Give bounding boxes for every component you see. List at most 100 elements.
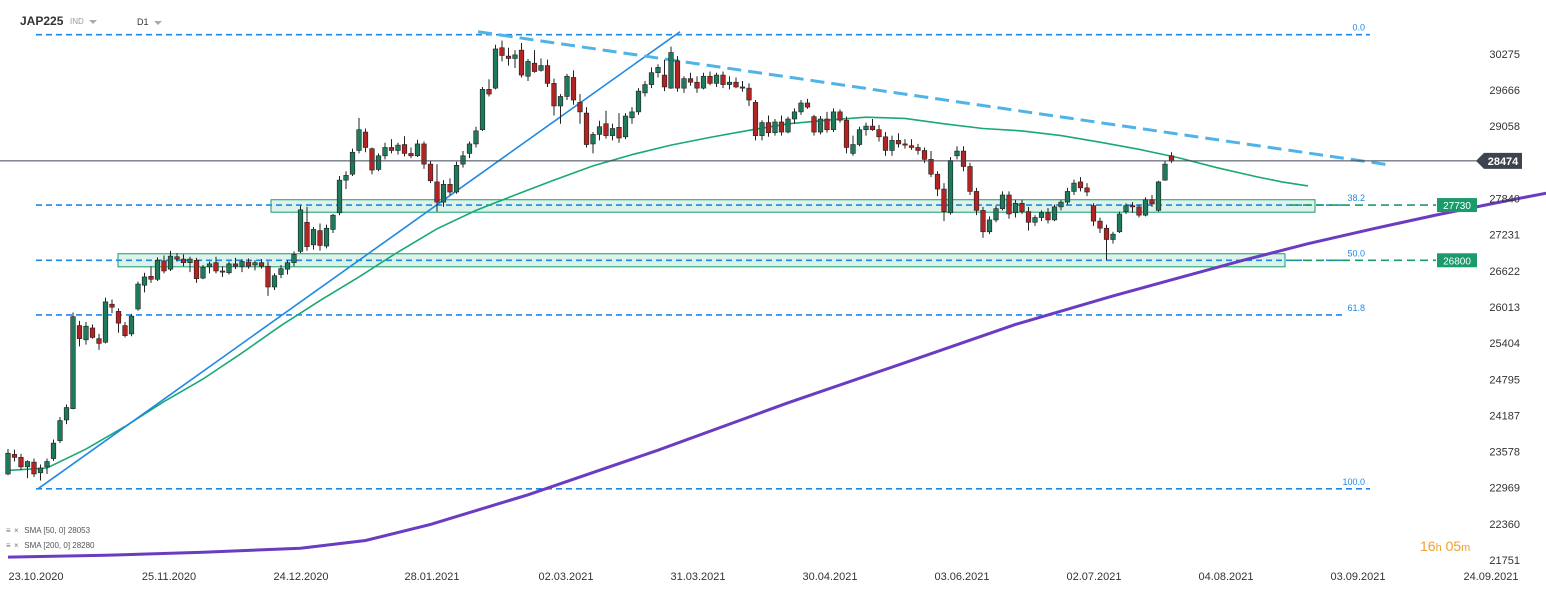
- candle-body: [50, 442, 57, 459]
- candle-body: [1071, 182, 1077, 192]
- candle-body: [661, 74, 668, 88]
- timer-minutes: 05: [1445, 538, 1462, 554]
- candle-body: [622, 115, 629, 138]
- x-tick-label: 03.09.2021: [1330, 571, 1385, 583]
- y-tick-label: 25404: [1489, 338, 1520, 350]
- candle-body: [174, 256, 180, 260]
- candle-body: [739, 86, 746, 89]
- candle-body: [713, 74, 720, 84]
- candle-body: [674, 60, 681, 89]
- close-icon[interactable]: ×: [14, 541, 19, 550]
- candle-body: [408, 153, 414, 157]
- candle-body: [63, 407, 70, 421]
- candle-body: [362, 131, 369, 148]
- y-tick-label: 26013: [1489, 302, 1520, 314]
- candle-body: [941, 188, 947, 212]
- symbol-label: JAP225: [20, 14, 64, 28]
- support-price-label: 26800: [1443, 256, 1471, 267]
- candle-body: [908, 145, 915, 148]
- x-tick-label: 23.10.2020: [8, 571, 63, 583]
- candle-body: [668, 52, 674, 89]
- candle-body: [395, 144, 401, 151]
- legend-label: SMA [200, 0] 28280: [24, 541, 95, 550]
- candle-body: [1058, 201, 1064, 208]
- symbol-selector[interactable]: JAP225: [20, 14, 63, 28]
- x-tick-label: 30.04.2021: [802, 571, 857, 583]
- candle-body: [551, 83, 557, 107]
- candle-body: [1123, 205, 1129, 212]
- candle-body: [596, 126, 603, 135]
- candle-body: [109, 303, 115, 308]
- y-tick-label: 22969: [1489, 483, 1520, 495]
- candle-body: [837, 111, 843, 121]
- candle-body: [772, 121, 778, 133]
- candle-body: [219, 270, 226, 273]
- y-tick-label: 24795: [1489, 374, 1520, 386]
- candle-body: [1129, 205, 1136, 208]
- sma-50-path: [7, 116, 1309, 472]
- candle-body: [31, 461, 37, 475]
- candle-body: [583, 112, 590, 145]
- legend-item-sma200: ≡ × SMA [200, 0] 28280: [6, 541, 95, 550]
- y-tick-label: 24187: [1489, 410, 1520, 422]
- candle-body: [570, 77, 577, 101]
- candle-body: [1045, 212, 1051, 221]
- candle-body: [778, 121, 785, 133]
- candle-body: [752, 102, 759, 136]
- candle-body: [44, 461, 50, 468]
- candle-body: [609, 128, 616, 136]
- candle-body: [798, 102, 804, 113]
- settings-icon[interactable]: ≡: [6, 526, 11, 535]
- fibonacci-levels: 0.0 38.2 50.0 61.8 100.0: [36, 23, 1370, 490]
- candle-body: [817, 118, 824, 133]
- candle-body: [18, 457, 24, 468]
- candle-body: [915, 147, 921, 151]
- x-tick-label: 28.01.2021: [404, 571, 459, 583]
- trendlines: [37, 30, 1393, 490]
- timeframe-selector[interactable]: D1: [137, 17, 162, 27]
- candle-body: [863, 125, 869, 130]
- candle-body: [1142, 199, 1149, 216]
- sma-50-line: [7, 116, 1309, 472]
- legend-label: SMA [50, 0] 28053: [24, 526, 91, 535]
- support-zones: [117, 199, 1316, 268]
- candle-body: [1084, 187, 1090, 193]
- candle-body: [265, 265, 271, 288]
- candle-body: [83, 325, 89, 341]
- close-icon[interactable]: ×: [14, 526, 19, 535]
- settings-icon[interactable]: ≡: [6, 541, 11, 550]
- candle-body: [967, 166, 973, 192]
- candle-body: [824, 118, 830, 130]
- y-tick-label: 27840: [1489, 194, 1520, 206]
- candle-body: [239, 261, 245, 267]
- candle-body: [616, 127, 622, 139]
- candle-body: [440, 183, 447, 203]
- candle-body: [811, 116, 817, 133]
- candle-body: [70, 316, 76, 409]
- support-price-tag: [1437, 198, 1477, 213]
- candle-body: [1064, 191, 1071, 203]
- downtrend-line: [477, 30, 1393, 167]
- candle-body: [1162, 163, 1168, 181]
- candle-body: [512, 54, 518, 59]
- x-tick-label: 03.06.2021: [934, 571, 989, 583]
- fib-level-label: 0.0: [1352, 23, 1365, 33]
- candle-body: [421, 143, 427, 165]
- candle-body: [993, 208, 999, 221]
- candle-body: [629, 111, 635, 119]
- candle-body: [486, 89, 492, 95]
- y-tick-label: 22360: [1489, 519, 1520, 531]
- candle-body: [154, 259, 161, 280]
- y-tick-label: 27231: [1489, 230, 1520, 242]
- candle-body: [954, 150, 960, 157]
- candle-body: [1168, 155, 1175, 162]
- candle-body: [427, 163, 434, 182]
- candle-body: [102, 301, 109, 343]
- candle-countdown: 16h 05m: [1420, 538, 1470, 554]
- candle-body: [291, 254, 297, 263]
- candle-body: [1149, 199, 1155, 205]
- source-selector[interactable]: IND: [70, 17, 97, 26]
- candle-body: [226, 263, 232, 274]
- candle-body: [681, 78, 687, 89]
